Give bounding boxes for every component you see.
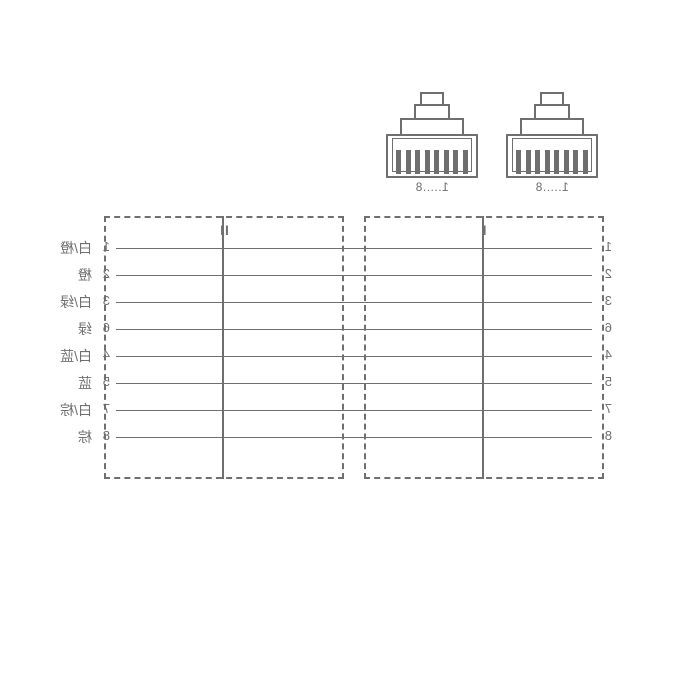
pin-number-left: 1 xyxy=(605,239,612,254)
wire-color-label: 白/蓝 xyxy=(60,346,92,366)
pin-number-right: 5 xyxy=(103,374,110,389)
box-right xyxy=(104,216,344,479)
box-left xyxy=(364,216,604,479)
pin-number-right: 2 xyxy=(103,266,110,281)
wire-color-label: 白/绿 xyxy=(60,292,92,312)
pin-number-right: 4 xyxy=(103,347,110,362)
wire-color-label: 绿 xyxy=(78,319,92,339)
pin-number-left: 5 xyxy=(605,374,612,389)
pin-range-label: 1.....8 xyxy=(506,180,598,194)
wire-color-label: 白/橙 xyxy=(60,238,92,258)
pin-number-left: 6 xyxy=(605,320,612,335)
wire-color-label: 蓝 xyxy=(78,373,92,393)
wire-color-label: 白/棕 xyxy=(60,400,92,420)
pin-number-left: 8 xyxy=(605,428,612,443)
vline-2 xyxy=(222,216,224,479)
box-header-2: II xyxy=(219,222,229,238)
pin-number-left: 4 xyxy=(605,347,612,362)
pin-number-right: 8 xyxy=(103,428,110,443)
pin-number-right: 7 xyxy=(103,401,110,416)
vline-1 xyxy=(482,216,484,479)
rj45-connector: 1.....8 xyxy=(386,92,478,192)
wire-color-label: 橙 xyxy=(78,265,92,285)
pin-range-label: 1.....8 xyxy=(386,180,478,194)
wire-color-label: 棕 xyxy=(78,427,92,447)
pin-number-right: 3 xyxy=(103,293,110,308)
pin-number-left: 7 xyxy=(605,401,612,416)
pin-number-right: 6 xyxy=(103,320,110,335)
rj45-connector: 1.....8 xyxy=(506,92,598,192)
pin-number-left: 2 xyxy=(605,266,612,281)
pin-number-right: 1 xyxy=(103,239,110,254)
pin-number-left: 3 xyxy=(605,293,612,308)
